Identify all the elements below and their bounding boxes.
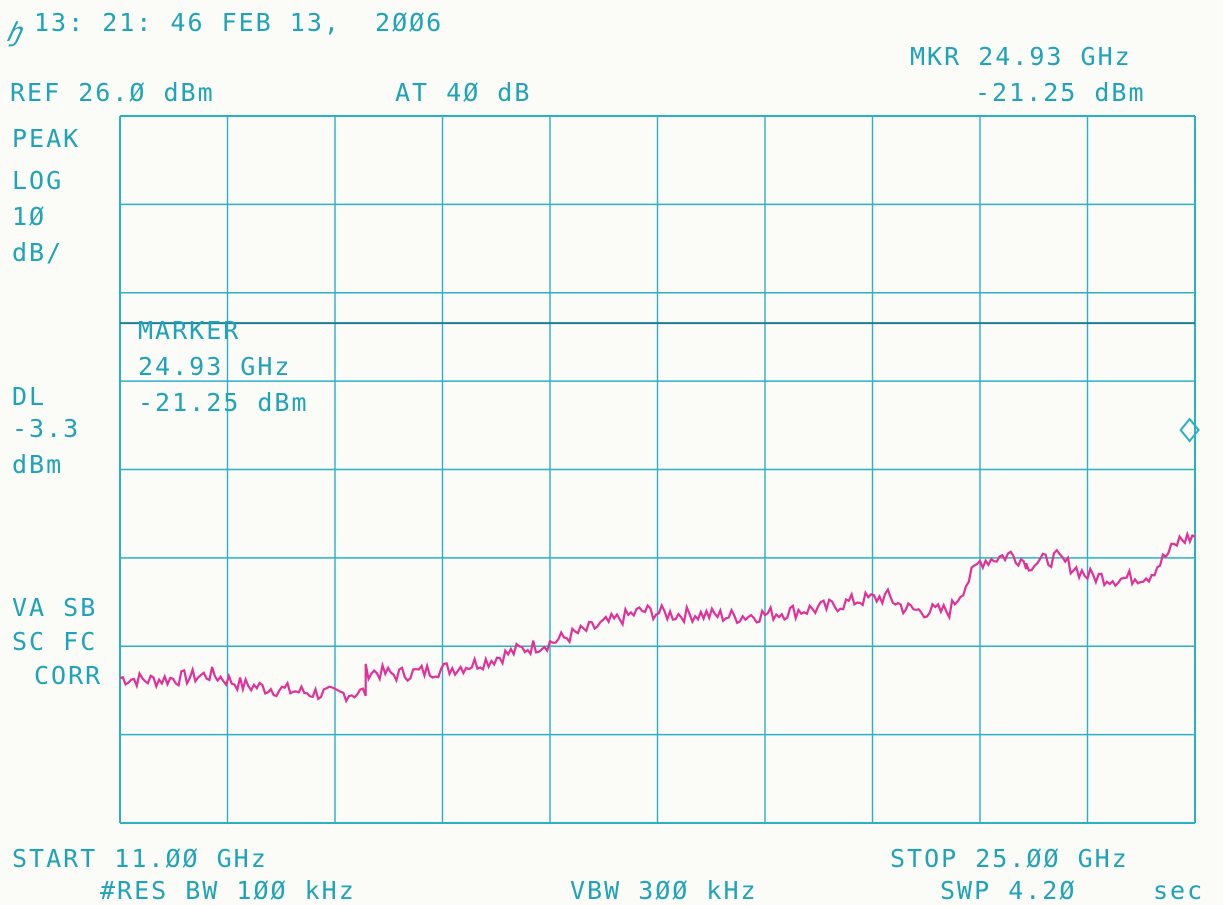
scale-value: 1Ø — [12, 202, 47, 231]
reference-level: REF 26.Ø dBm — [10, 78, 215, 107]
status-line-3: CORR — [34, 661, 103, 690]
timestamp: 13: 21: 46 FEB 13, 2ØØ6 — [34, 8, 444, 37]
marker-readout: MKR 24.93 GHz — [910, 42, 1132, 71]
scale-type: LOG — [12, 166, 64, 195]
sweep-time: SWP 4.2Ø — [940, 876, 1077, 905]
marker-diamond — [1179, 417, 1200, 443]
sweep-unit: sec — [1153, 876, 1205, 905]
status-line-2: SC FC — [12, 627, 98, 656]
trace-line — [119, 530, 1196, 704]
marker-box-level: -21.25 dBm — [138, 388, 309, 417]
display-line-unit: dBm — [12, 450, 64, 479]
attenuation: AT 4Ø dB — [395, 78, 532, 107]
display-line-label: DL — [12, 382, 47, 411]
video-bandwidth: VBW 3ØØ kHz — [570, 876, 758, 905]
start-frequency: START 11.ØØ GHz — [12, 844, 268, 873]
graticule — [119, 115, 1196, 824]
marker-box-frequency: 24.93 GHz — [138, 352, 292, 381]
marker-box-title: MARKER — [138, 316, 241, 345]
resolution-bandwidth: #RES BW 1ØØ kHz — [100, 876, 356, 905]
stop-frequency: STOP 25.ØØ GHz — [890, 844, 1129, 873]
display-line-value: -3.3 — [12, 414, 81, 443]
scale-unit: dB/ — [12, 238, 64, 267]
status-line-1: VA SB — [12, 593, 98, 622]
detector-mode: PEAK — [12, 124, 81, 153]
marker-level: -21.25 dBm — [975, 78, 1146, 107]
